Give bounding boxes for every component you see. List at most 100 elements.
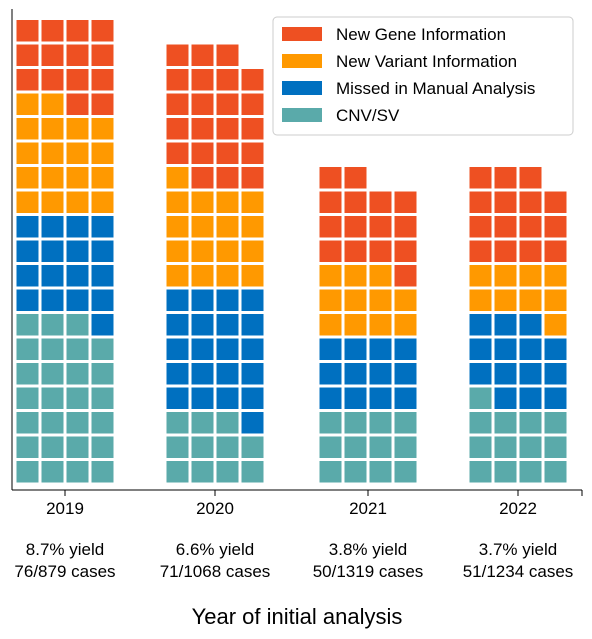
waffle-cell-2019-series-0: [16, 387, 39, 409]
waffle-cell-2019-series-1: [16, 289, 39, 311]
waffle-cell-2020-series-1: [216, 387, 239, 409]
cases-label: 50/1319 cases: [313, 562, 424, 581]
waffle-cell-2019-series-0: [16, 412, 39, 434]
waffle-cell-2022-series-3: [544, 191, 567, 213]
waffle-cell-2020-series-1: [241, 387, 264, 409]
waffle-cell-2021-series-1: [369, 338, 392, 360]
waffle-cell-2022-series-2: [494, 265, 517, 287]
waffle-cell-2019-series-2: [66, 142, 89, 164]
waffle-cell-2020-series-3: [241, 142, 264, 164]
waffle-cell-2019-series-2: [66, 167, 89, 189]
waffle-cell-2020-series-3: [216, 69, 239, 91]
waffle-cell-2020-series-3: [216, 93, 239, 115]
waffle-cell-2020-series-0: [216, 461, 239, 483]
waffle-cell-2020-series-3: [241, 167, 264, 189]
waffle-cell-2020-series-3: [191, 93, 214, 115]
waffle-cell-2022-series-1: [494, 338, 517, 360]
waffle-cell-2019-series-0: [41, 314, 64, 336]
waffle-cell-2021-series-1: [344, 387, 367, 409]
waffle-cell-2021-series-1: [319, 363, 342, 385]
waffle-cell-2019-series-0: [66, 436, 89, 458]
waffle-cell-2019-series-0: [66, 387, 89, 409]
waffle-cell-2021-series-3: [319, 167, 342, 189]
waffle-cell-2019-series-1: [41, 265, 64, 287]
waffle-cell-2022-series-0: [469, 387, 492, 409]
waffle-cell-2021-series-2: [369, 289, 392, 311]
waffle-cell-2019-series-3: [41, 20, 64, 42]
waffle-cell-2019-series-0: [91, 461, 114, 483]
waffle-cell-2020-series-1: [241, 338, 264, 360]
waffle-cell-2020-series-1: [166, 387, 189, 409]
waffle-cell-2021-series-2: [344, 289, 367, 311]
waffle-cell-2022-series-0: [519, 461, 542, 483]
waffle-cell-2019-series-1: [91, 289, 114, 311]
waffle-cell-2019-series-3: [91, 93, 114, 115]
legend-label: New Variant Information: [336, 52, 517, 71]
waffle-cell-2022-series-0: [469, 436, 492, 458]
waffle-cell-2020-series-1: [216, 289, 239, 311]
waffle-cell-2022-series-0: [494, 436, 517, 458]
waffle-cell-2020-series-3: [191, 118, 214, 140]
waffle-cell-2019-series-2: [91, 191, 114, 213]
waffle-cell-2022-series-1: [544, 363, 567, 385]
waffle-cell-2021-series-2: [319, 289, 342, 311]
waffle-cell-2020-series-2: [241, 265, 264, 287]
waffle-cell-2020-series-0: [216, 436, 239, 458]
waffle-cell-2021-series-3: [369, 191, 392, 213]
waffle-cell-2020-series-1: [166, 363, 189, 385]
waffle-cell-2019-series-3: [41, 44, 64, 66]
waffle-cell-2020-series-1: [166, 289, 189, 311]
waffle-cell-2020-series-1: [191, 338, 214, 360]
waffle-cell-2021-series-3: [394, 191, 417, 213]
waffle-cell-2021-series-1: [344, 363, 367, 385]
cases-label: 76/879 cases: [14, 562, 115, 581]
waffle-cell-2021-series-0: [319, 461, 342, 483]
cases-label: 51/1234 cases: [463, 562, 574, 581]
waffle-cell-2022-series-3: [519, 240, 542, 262]
waffle-cell-2019-series-1: [91, 265, 114, 287]
waffle-cell-2022-series-1: [469, 338, 492, 360]
waffle-cell-2020-series-0: [191, 412, 214, 434]
waffle-cell-2020-series-3: [241, 93, 264, 115]
legend-swatch: [282, 81, 322, 95]
waffle-cell-2020-series-0: [166, 461, 189, 483]
yield-label: 8.7% yield: [26, 540, 104, 559]
waffle-cell-2022-series-1: [494, 387, 517, 409]
waffle-cell-2020-series-3: [166, 118, 189, 140]
waffle-cell-2022-series-3: [494, 216, 517, 238]
waffle-cell-2022-series-3: [494, 191, 517, 213]
waffle-cell-2021-series-0: [319, 412, 342, 434]
waffle-cell-2022-series-2: [519, 265, 542, 287]
yield-label: 3.8% yield: [329, 540, 407, 559]
waffle-cell-2019-series-0: [16, 461, 39, 483]
waffle-cell-2021-series-2: [394, 314, 417, 336]
waffle-cell-2019-series-2: [66, 191, 89, 213]
waffle-cell-2020-series-0: [191, 461, 214, 483]
legend: New Gene Information New Variant Informat…: [272, 16, 574, 136]
waffle-cell-2019-series-2: [16, 167, 39, 189]
legend-swatch: [282, 108, 322, 122]
waffle-cell-2021-series-3: [394, 216, 417, 238]
waffle-cell-2020-series-2: [191, 191, 214, 213]
waffle-cell-2022-series-1: [494, 314, 517, 336]
waffle-cell-2022-series-3: [519, 191, 542, 213]
x-tick-label: 2021: [349, 499, 387, 518]
waffle-cell-2021-series-1: [369, 387, 392, 409]
waffle-cell-2019-series-0: [66, 363, 89, 385]
waffle-cell-2019-series-0: [91, 338, 114, 360]
waffle-cell-2022-series-1: [519, 387, 542, 409]
waffle-cell-2022-series-2: [544, 265, 567, 287]
waffle-cell-2019-series-3: [66, 20, 89, 42]
waffle-cell-2019-series-0: [66, 461, 89, 483]
waffle-cell-2020-series-3: [191, 142, 214, 164]
waffle-cell-2020-series-2: [166, 216, 189, 238]
waffle-cell-2019-series-1: [66, 265, 89, 287]
waffle-cell-2020-series-3: [191, 69, 214, 91]
waffle-cell-2020-series-1: [191, 363, 214, 385]
waffle-cell-2021-series-2: [319, 314, 342, 336]
waffle-cell-2021-series-3: [344, 191, 367, 213]
waffle-cell-2020-series-2: [216, 216, 239, 238]
waffle-cell-2019-series-2: [16, 93, 39, 115]
x-tick-label: 2019: [46, 499, 84, 518]
waffle-cell-2019-series-1: [91, 216, 114, 238]
